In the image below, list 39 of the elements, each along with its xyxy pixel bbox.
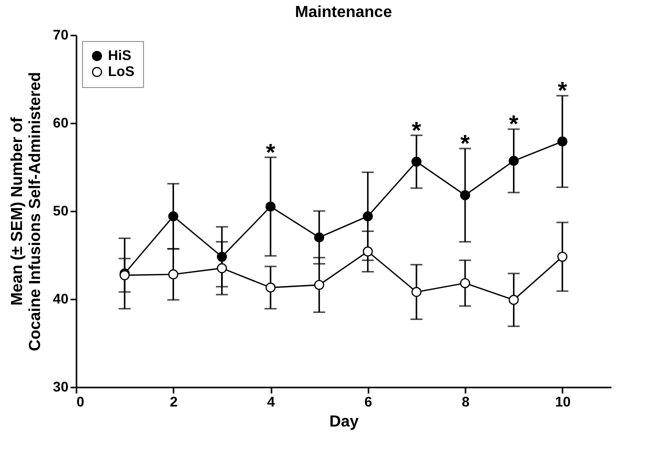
annotation: * [509, 111, 520, 138]
x-axis-title: Day [329, 414, 359, 430]
chart-title: Maintenance [295, 4, 392, 21]
x-tick-label: 10 [555, 394, 571, 410]
y-tick-label: 40 [52, 290, 69, 306]
point [508, 156, 519, 166]
x-tick-label: 6 [364, 394, 372, 410]
y-axis-title: Mean (± SEM) Number of Cocaine Infusions Self-Administered [8, 72, 44, 352]
y-tick-label: 70 [52, 26, 69, 42]
y-tick-label: 50 [52, 202, 69, 218]
annotation: * [266, 139, 276, 166]
point [460, 190, 470, 200]
point [216, 263, 227, 274]
point [557, 252, 568, 262]
point [557, 136, 568, 147]
point [460, 278, 470, 288]
point [314, 232, 324, 242]
point [314, 280, 324, 290]
point [411, 286, 422, 298]
y-tick-label: 60 [52, 114, 69, 130]
point [362, 211, 373, 222]
point [168, 211, 178, 222]
x-tick-label: 2 [170, 394, 178, 410]
annotation: * [412, 117, 422, 144]
annotation: * [558, 78, 568, 105]
legend-label: HiS [108, 47, 132, 63]
annotation: * [460, 130, 470, 158]
point [362, 246, 373, 257]
point [411, 156, 422, 167]
legend-label: LoS [108, 63, 134, 79]
point [168, 269, 178, 280]
point [508, 294, 519, 305]
x-tick-label: 4 [267, 394, 276, 410]
point [216, 252, 227, 262]
x-tick-label: 0 [76, 394, 84, 410]
point [265, 282, 276, 293]
x-tick-label: 8 [462, 394, 470, 410]
point [265, 202, 276, 212]
y-tick-label: 30 [52, 378, 69, 394]
